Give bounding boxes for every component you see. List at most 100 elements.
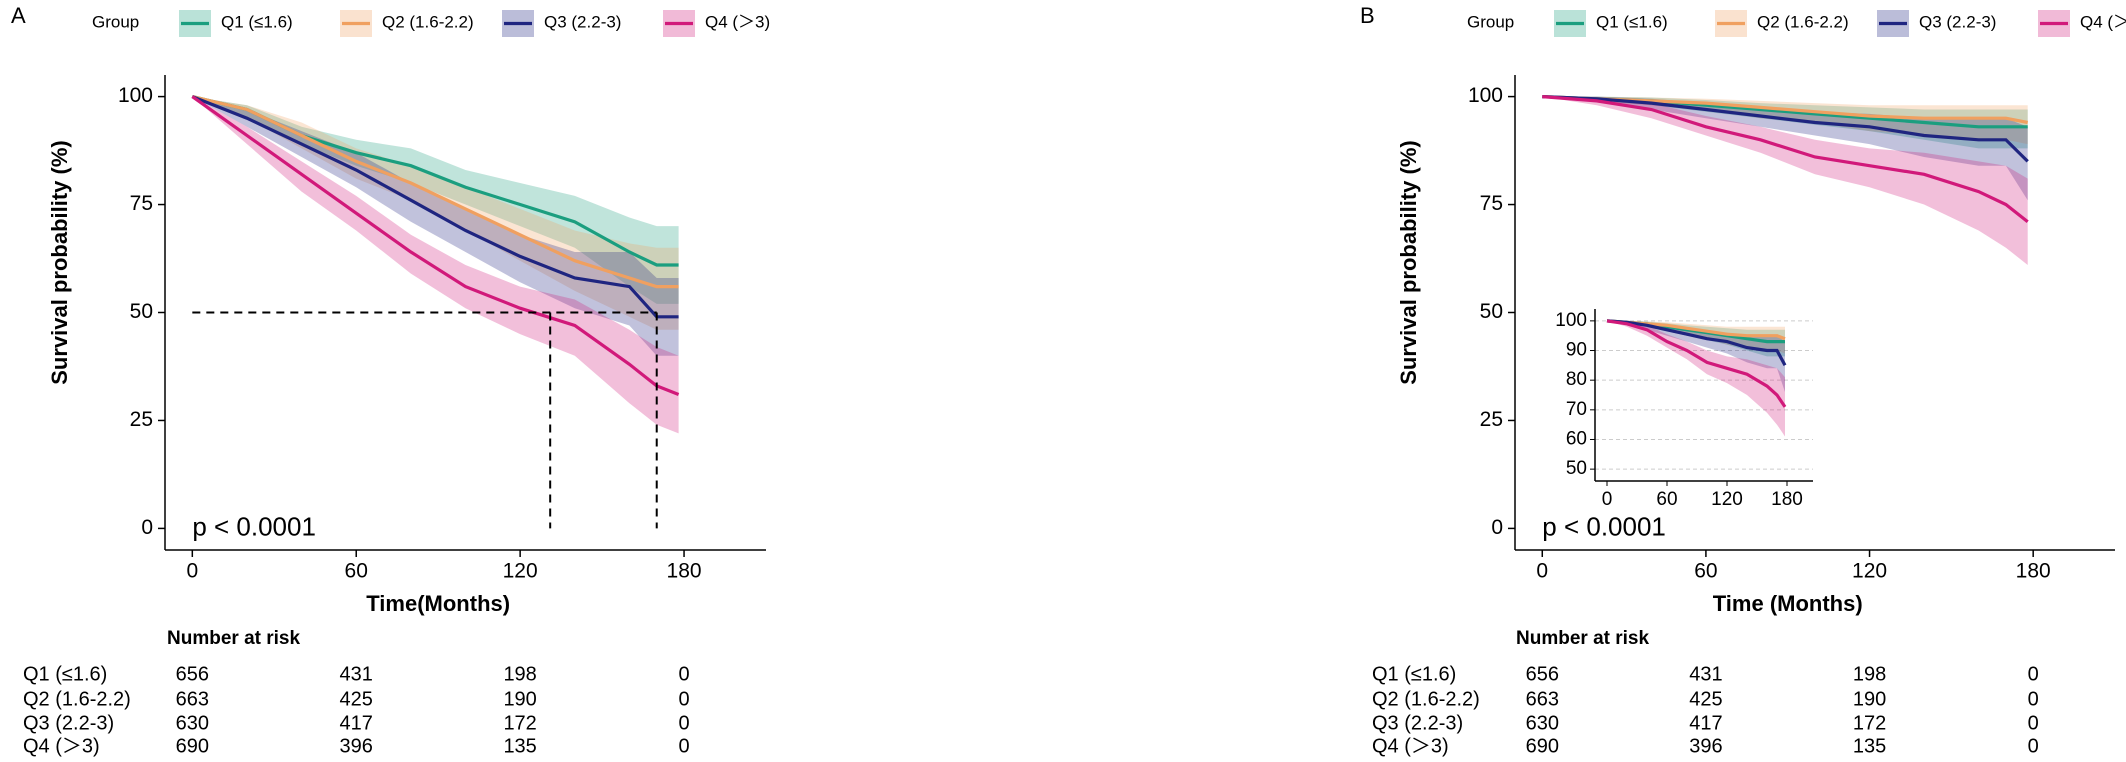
risk-table-row-label: Q4 (＞3) — [23, 735, 100, 757]
confidence-band — [1542, 96, 2028, 265]
y-tick-label: 75 — [1480, 192, 1503, 215]
risk-table-value: 396 — [340, 735, 373, 757]
y-axis-title: Survival probability (%) — [1396, 140, 1421, 385]
risk-table-value: 690 — [1526, 735, 1559, 757]
risk-table-value: 135 — [1853, 735, 1886, 757]
y-tick-label: 0 — [141, 516, 153, 539]
risk-table-value: 0 — [2028, 663, 2039, 685]
risk-table-title: Number at risk — [167, 628, 300, 649]
risk-table-value: 630 — [176, 712, 209, 734]
x-axis-title: Time(Months) — [366, 591, 510, 616]
risk-table-value: 172 — [1853, 712, 1886, 734]
inset-y-tick-label: 50 — [1566, 458, 1587, 479]
y-tick-label: 25 — [130, 408, 153, 431]
survival-curve — [191, 95, 679, 289]
y-tick-label: 50 — [130, 300, 153, 323]
x-tick-label: 180 — [2016, 560, 2051, 583]
risk-table-value: 198 — [1853, 663, 1886, 685]
y-tick-label: 50 — [1480, 300, 1503, 323]
inset-x-tick-label: 120 — [1711, 489, 1743, 510]
survival-curve — [1606, 319, 1787, 408]
x-tick-label: 60 — [1694, 560, 1717, 583]
legend-label: Q2 (1.6-2.2) — [1757, 12, 1849, 31]
risk-table-value: 417 — [340, 712, 373, 734]
risk-table-value: 656 — [176, 663, 209, 685]
risk-table-title: Number at risk — [1516, 628, 1649, 649]
legend-label: Q3 (2.2-3) — [544, 12, 621, 31]
panel-label: A — [11, 3, 26, 28]
risk-table-value: 198 — [503, 663, 536, 685]
legend-label: Q2 (1.6-2.2) — [382, 12, 474, 31]
x-axis-title: Time (Months) — [1713, 591, 1863, 616]
risk-table-value: 190 — [1853, 688, 1886, 710]
risk-table-value: 630 — [1526, 712, 1559, 734]
risk-table-value: 431 — [340, 663, 373, 685]
risk-table-row-label: Q3 (2.2-3) — [1372, 712, 1463, 734]
x-tick-label: 0 — [186, 560, 198, 583]
legend-label: Q3 (2.2-3) — [1919, 12, 1996, 31]
risk-table-value: 663 — [176, 688, 209, 710]
risk-table-value: 0 — [2028, 688, 2039, 710]
risk-table-value: 0 — [2028, 735, 2039, 757]
p-value: p < 0.0001 — [192, 511, 316, 541]
risk-table-value: 425 — [340, 688, 373, 710]
survival-curve — [191, 95, 679, 319]
risk-table-value: 135 — [503, 735, 536, 757]
risk-table-value: 0 — [678, 688, 689, 710]
risk-table-value: 663 — [1526, 688, 1559, 710]
survival-curve — [191, 95, 680, 396]
y-tick-label: 0 — [1491, 516, 1503, 539]
risk-table-value: 0 — [2028, 712, 2039, 734]
inset-y-tick-label: 100 — [1555, 310, 1587, 331]
survival-curve — [1606, 319, 1787, 367]
risk-table-value: 190 — [503, 688, 536, 710]
confidence-band — [192, 96, 679, 434]
legend-label: Q4 (＞3) — [705, 12, 770, 31]
legend-label: Q1 (≤1.6) — [1596, 12, 1668, 31]
risk-table-row-label: Q3 (2.2-3) — [23, 712, 114, 734]
legend-title: Group — [1467, 12, 1514, 31]
risk-table-value: 396 — [1689, 735, 1722, 757]
risk-table-value: 425 — [1689, 688, 1722, 710]
risk-table-value: 172 — [503, 712, 536, 734]
inset-y-tick-label: 90 — [1566, 340, 1587, 361]
x-tick-label: 120 — [503, 560, 538, 583]
risk-table-row-label: Q1 (≤1.6) — [23, 663, 107, 685]
risk-table-value: 0 — [678, 735, 689, 757]
legend-label: Q1 (≤1.6) — [221, 12, 293, 31]
risk-table-value: 0 — [678, 712, 689, 734]
survival-curve — [1542, 95, 2029, 163]
survival-curve — [1542, 95, 2029, 224]
confidence-band — [1607, 320, 1785, 357]
confidence-band — [1607, 320, 1785, 437]
inset-x-tick-label: 180 — [1771, 489, 1803, 510]
inset-x-tick-label: 60 — [1656, 489, 1677, 510]
confidence-band — [1542, 96, 2028, 149]
inset-y-tick-label: 80 — [1566, 369, 1587, 390]
panel-label: B — [1360, 3, 1375, 28]
risk-table-row-label: Q1 (≤1.6) — [1372, 663, 1456, 685]
x-tick-label: 60 — [345, 560, 368, 583]
p-value: p < 0.0001 — [1542, 511, 1666, 541]
confidence-band — [192, 96, 679, 356]
risk-table-row-label: Q4 (＞3) — [1372, 735, 1449, 757]
inset-y-tick-label: 70 — [1566, 399, 1587, 420]
x-tick-label: 180 — [667, 560, 702, 583]
y-tick-label: 100 — [1468, 84, 1503, 107]
risk-table-value: 690 — [176, 735, 209, 757]
legend-label: Q4 (＞3) — [2080, 12, 2126, 31]
inset-y-tick-label: 60 — [1566, 428, 1587, 449]
risk-table-row-label: Q2 (1.6-2.2) — [23, 688, 131, 710]
risk-table-value: 417 — [1689, 712, 1722, 734]
y-axis-title: Survival probability (%) — [47, 140, 72, 385]
risk-table-value: 0 — [678, 663, 689, 685]
inset-x-tick-label: 0 — [1602, 489, 1613, 510]
y-tick-label: 75 — [130, 192, 153, 215]
y-tick-label: 25 — [1480, 408, 1503, 431]
legend-title: Group — [92, 12, 139, 31]
y-tick-label: 100 — [118, 84, 153, 107]
inset-plot — [1606, 319, 1787, 437]
risk-table-value: 431 — [1689, 663, 1722, 685]
